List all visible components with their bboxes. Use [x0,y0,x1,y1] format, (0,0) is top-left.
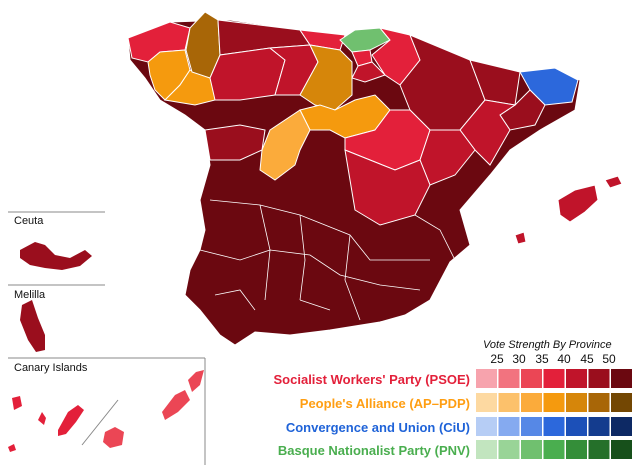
legend-swatch [566,369,587,388]
legend-swatch [521,393,542,412]
legend-tick: 50 [602,352,616,366]
legend-tick: 35 [535,352,549,366]
province-lines [199,199,456,321]
legend-tick: 30 [512,352,526,366]
legend-swatch [588,369,610,388]
legend-party-psoe: Socialist Workers' Party (PSOE) [273,372,470,387]
melilla-label: Melilla [14,289,46,301]
legend-swatch [498,369,520,388]
legend-swatch [498,417,520,436]
leon [209,47,286,101]
legend-swatch [543,369,565,388]
legend-swatch [521,417,542,436]
legend-swatch [611,369,632,388]
avila-ap [259,109,311,181]
legend-swatch [566,440,587,459]
melilla-shape [20,300,45,352]
legend-party-ap-pdp: People's Alliance (AP–PDP) [299,396,470,411]
rioja [351,61,386,83]
ceuta-shape [20,242,92,270]
legend-swatch [611,417,632,436]
salamanca [204,124,266,161]
legend-swatch [521,369,542,388]
legend-tick: 45 [580,352,594,366]
legend-swatch [566,393,587,412]
inset-frames [8,211,206,465]
minorca [604,175,623,189]
legend-swatch [611,440,632,459]
legend-swatch [588,440,610,459]
cuenca [344,149,431,226]
canary-islands-label: Canary Islands [14,362,88,374]
ibiza [514,231,527,245]
canary-islands-shapes [8,370,204,452]
legend-swatch [476,440,497,459]
legend-swatch [543,417,565,436]
legend-tick: 40 [557,352,571,366]
legend-swatch [476,369,497,388]
legend-tick: 25 [490,352,504,366]
legend-swatch [543,393,565,412]
legend-swatch [588,393,610,412]
legend-swatch [476,417,497,436]
legend-swatch [498,393,520,412]
legend-swatch [498,440,520,459]
legend-title: Vote Strength By Province [483,339,612,351]
ceuta-label: Ceuta [14,215,44,227]
legend-swatch [588,417,610,436]
legend-party-pnv: Basque Nationalist Party (PNV) [277,443,470,458]
legend-swatches [476,369,632,459]
legend-swatch [543,440,565,459]
legend-party-ciu: Convergence and Union (CiU) [285,420,470,435]
legend-swatch [611,393,632,412]
legend-swatch [476,393,497,412]
legend-swatch [521,440,542,459]
legend-swatch [566,417,587,436]
balearic-islands [557,184,599,223]
